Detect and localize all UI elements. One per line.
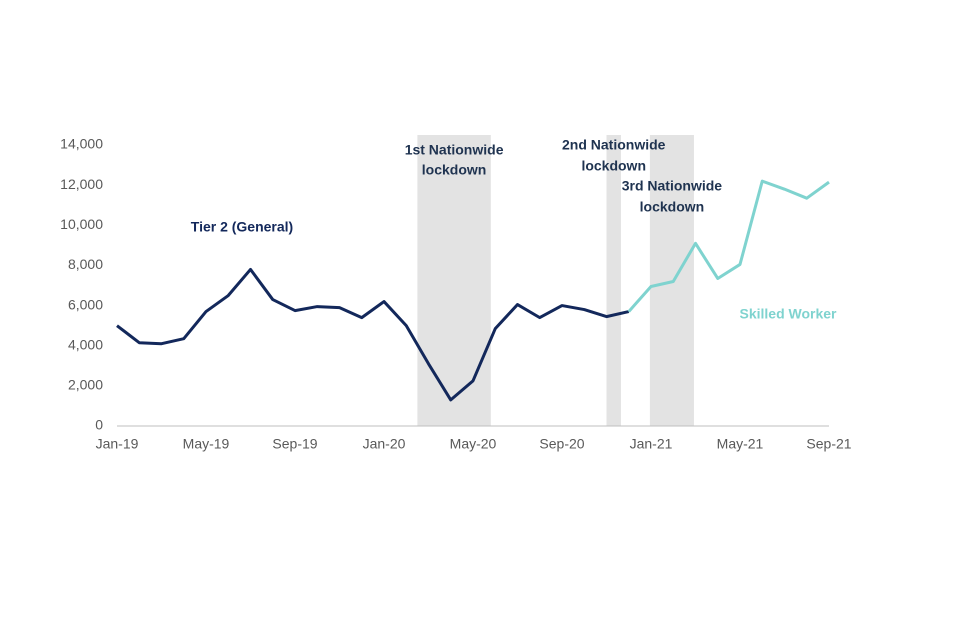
x-tick-label: Jan-19 xyxy=(96,436,139,452)
band-label: lockdown xyxy=(581,158,646,174)
y-tick-label: 8,000 xyxy=(68,256,103,272)
x-tick-label: Sep-20 xyxy=(539,436,584,452)
series-line xyxy=(627,179,830,313)
lockdown-band xyxy=(417,135,491,426)
band-label: lockdown xyxy=(640,199,705,215)
y-tick-label: 4,000 xyxy=(68,336,103,352)
series-label: Skilled Worker xyxy=(739,306,837,322)
x-tick-label: May-20 xyxy=(450,436,497,452)
x-tick-label: May-21 xyxy=(717,436,764,452)
x-tick-label: Jan-21 xyxy=(630,436,673,452)
y-tick-label: 12,000 xyxy=(60,176,103,192)
y-tick-label: 10,000 xyxy=(60,216,103,232)
band-label: 1st Nationwide xyxy=(405,142,504,158)
y-tick-label: 0 xyxy=(95,417,103,433)
band-label: 3rd Nationwide xyxy=(622,178,723,194)
y-tick-label: 6,000 xyxy=(68,296,103,312)
x-tick-label: Sep-21 xyxy=(806,436,851,452)
lockdown-band xyxy=(606,135,621,426)
band-label: lockdown xyxy=(422,162,487,178)
x-tick-label: May-19 xyxy=(183,436,230,452)
x-tick-label: Jan-20 xyxy=(363,436,406,452)
x-tick-label: Sep-19 xyxy=(272,436,317,452)
band-label: 2nd Nationwide xyxy=(562,137,666,153)
y-tick-label: 14,000 xyxy=(60,136,103,152)
y-tick-label: 2,000 xyxy=(68,377,103,393)
series-line xyxy=(116,267,630,402)
series-label: Tier 2 (General) xyxy=(191,219,293,235)
